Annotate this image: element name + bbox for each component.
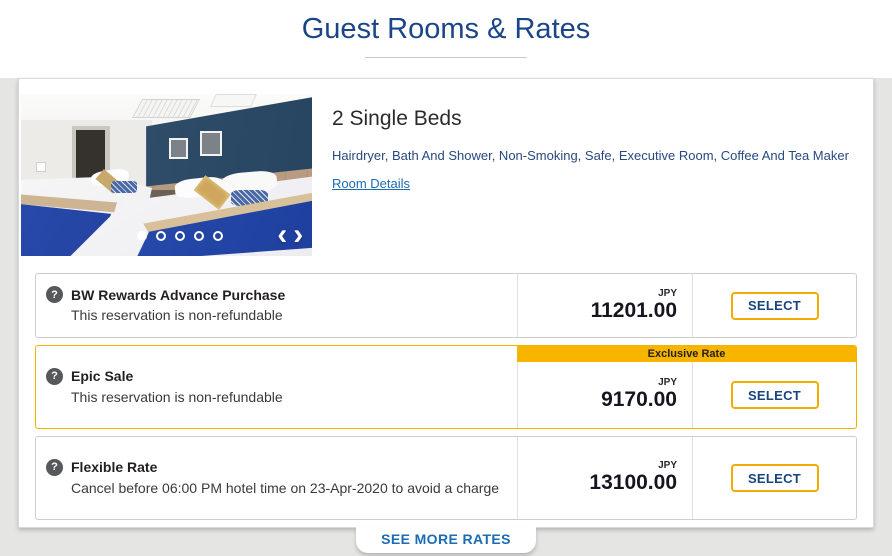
rate-name: Flexible Rate (71, 459, 158, 476)
rate-name: BW Rewards Advance Purchase (71, 286, 286, 303)
rate-description: This reservation is non-refundable (71, 307, 283, 324)
rate-row-epic-sale: Exclusive Rate ? Epic Sale This reservat… (35, 345, 857, 429)
room-amenities: Hairdryer, Bath And Shower, Non-Smoking,… (332, 148, 849, 163)
rate-price: JPY 11201.00 (517, 274, 692, 337)
room-info: 2 Single Beds Hairdryer, Bath And Shower… (332, 94, 849, 256)
price-amount: 9170.00 (601, 388, 677, 412)
select-button[interactable]: SELECT (730, 291, 819, 320)
page-header: Guest Rooms & Rates (0, 0, 892, 78)
room-details-link[interactable]: Room Details (332, 176, 411, 192)
rate-price: JPY 9170.00 (517, 346, 692, 428)
currency-label: JPY (658, 377, 677, 389)
rate-row-flexible: ? Flexible Rate Cancel before 06:00 PM h… (35, 436, 857, 520)
content-background: ‹ › 2 Single Beds Hairdryer, Bath And Sh… (0, 78, 892, 556)
photo-light-switch (35, 162, 46, 172)
room-summary: ‹ › 2 Single Beds Hairdryer, Bath And Sh… (19, 79, 873, 256)
rate-info: ? Epic Sale This reservation is non-refu… (36, 346, 517, 428)
currency-label: JPY (658, 287, 677, 299)
carousel-dot[interactable] (156, 231, 167, 242)
rate-info: ? BW Rewards Advance Purchase This reser… (36, 274, 517, 337)
carousel-dot[interactable] (194, 231, 205, 242)
photo-picture-frame (169, 137, 189, 159)
room-name: 2 Single Beds (332, 107, 462, 130)
carousel-prev-icon[interactable]: ‹ (277, 217, 288, 251)
select-button[interactable]: SELECT (730, 381, 819, 409)
carousel-dot[interactable] (137, 231, 148, 242)
rate-action: SELECT (692, 274, 856, 337)
carousel-dot[interactable] (175, 231, 186, 242)
photo-pattern-pillow (230, 189, 269, 206)
rate-price: JPY 13100.00 (517, 437, 692, 519)
help-icon[interactable]: ? (46, 458, 63, 476)
see-more-rates-button[interactable]: SEE MORE RATES (356, 527, 536, 553)
rate-name: Epic Sale (71, 368, 134, 385)
photo-pattern-pillow (111, 181, 138, 193)
title-underline (365, 57, 527, 58)
rate-action: SELECT (692, 437, 856, 519)
rate-description: Cancel before 06:00 PM hotel time on 23-… (71, 479, 500, 496)
photo-picture-frame (199, 131, 222, 156)
carousel-dot[interactable] (213, 231, 224, 242)
page-title: Guest Rooms & Rates (301, 13, 591, 45)
currency-label: JPY (658, 460, 677, 472)
exclusive-rate-badge: Exclusive Rate (517, 346, 856, 362)
carousel-dots (137, 231, 224, 242)
help-icon[interactable]: ? (46, 286, 63, 304)
select-button[interactable]: SELECT (730, 464, 819, 492)
price-amount: 13100.00 (589, 471, 677, 495)
rate-info: ? Flexible Rate Cancel before 06:00 PM h… (36, 437, 517, 519)
rate-list: ? BW Rewards Advance Purchase This reser… (19, 256, 873, 520)
room-photo-carousel: ‹ › (21, 94, 312, 256)
rate-description: This reservation is non-refundable (71, 388, 283, 405)
rate-row-bw-rewards: ? BW Rewards Advance Purchase This reser… (35, 273, 857, 338)
room-card: ‹ › 2 Single Beds Hairdryer, Bath And Sh… (18, 78, 874, 528)
help-icon[interactable]: ? (46, 367, 63, 385)
price-amount: 11201.00 (590, 298, 677, 322)
rate-action: SELECT (692, 346, 856, 428)
carousel-next-icon[interactable]: › (293, 217, 304, 251)
photo-ac-vent (132, 98, 201, 119)
carousel-arrows: ‹ › (277, 217, 304, 251)
photo-ceiling-panel (210, 94, 257, 107)
